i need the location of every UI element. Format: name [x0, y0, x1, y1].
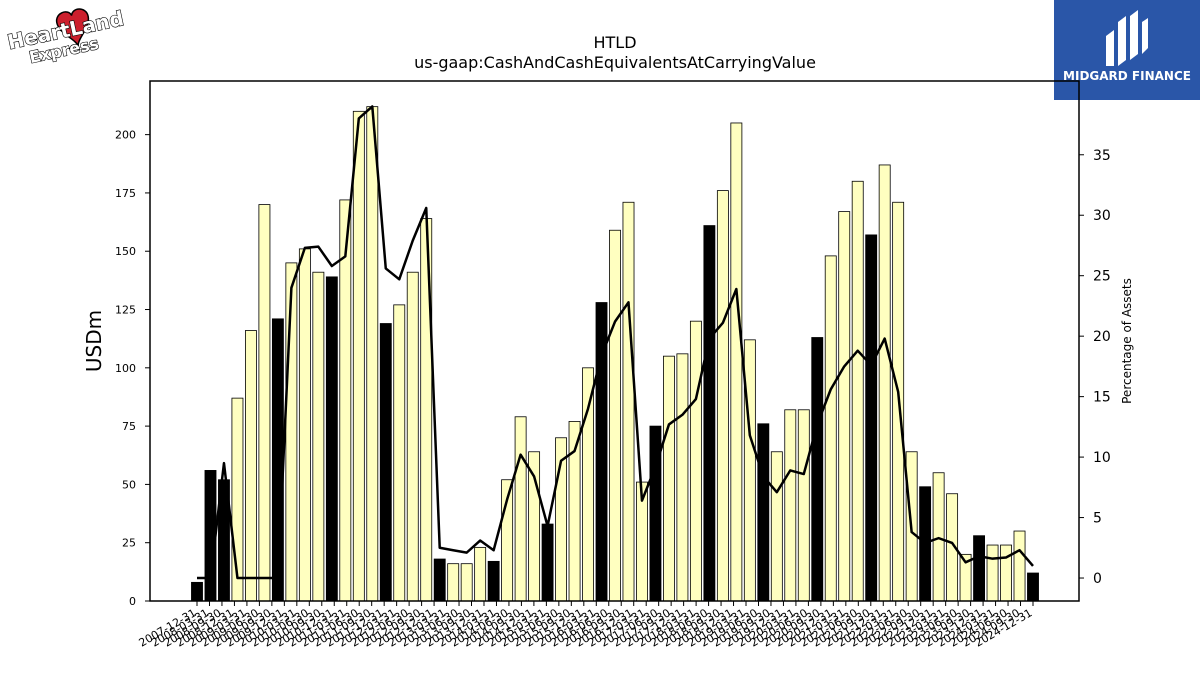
bar-5: [258, 204, 271, 602]
bar-39: [716, 190, 729, 602]
bar-26: [541, 523, 554, 602]
y2-tick-label-3: 15: [1093, 390, 1111, 406]
bar-43: [770, 451, 783, 602]
heartland-logo: HeartLand Express: [5, 5, 127, 67]
bar-32: [622, 201, 635, 602]
bar-61: [1013, 530, 1026, 602]
bar-24: [514, 416, 527, 602]
bar-42: [757, 423, 770, 602]
y-tick-label-6: 150: [115, 245, 136, 258]
bar-20: [460, 563, 473, 602]
bar-series: [191, 106, 1039, 602]
bar-12: [352, 110, 365, 602]
midgard-logo-text: MIDGARD FINANCE: [1063, 69, 1191, 83]
bar-44: [784, 409, 797, 602]
y2-tick-label-2: 10: [1093, 450, 1111, 466]
y2-axis: 0 5 10 15 20 25 30 35: [1079, 148, 1111, 587]
bar-37: [689, 320, 702, 602]
bar-36: [676, 353, 689, 602]
bar-41: [743, 339, 756, 602]
bar-18: [433, 558, 446, 602]
midgard-emblem-icon: [1106, 10, 1148, 66]
bar-10: [325, 276, 338, 602]
bar-22: [487, 560, 500, 602]
bar-4: [245, 330, 257, 602]
y-tick-label-3: 75: [122, 420, 136, 433]
y-tick-label-0: 0: [129, 595, 136, 608]
chart-title: HTLD: [593, 33, 636, 52]
bar-51: [878, 164, 891, 602]
y-tick-label-7: 175: [115, 187, 136, 200]
midgard-finance-logo: MIDGARD FINANCE: [1054, 0, 1200, 100]
bar-16: [406, 271, 419, 602]
y-axis-label: USDm: [82, 310, 106, 372]
bar-13: [366, 106, 379, 602]
bar-48: [838, 211, 851, 602]
bar-45: [797, 409, 810, 602]
bar-62: [1027, 572, 1039, 602]
bar-35: [663, 355, 675, 602]
bar-9: [312, 271, 325, 602]
bar-29: [582, 367, 594, 602]
plot-frame: [149, 80, 1080, 602]
y2-tick-label-7: 35: [1093, 148, 1111, 164]
bar-31: [609, 229, 621, 602]
bar-21: [474, 546, 487, 602]
bar-38: [703, 225, 716, 602]
bar-47: [824, 255, 837, 602]
bar-60: [1000, 544, 1012, 602]
x-axis: 2007-12-312008-03-312008-09-302008-12-31…: [137, 601, 1035, 650]
midgard-logo-background: [1054, 0, 1200, 100]
y2-axis-label: Percentage of Assets: [1120, 278, 1134, 404]
bar-49: [851, 180, 864, 602]
y2-tick-label-0: 0: [1093, 571, 1102, 587]
bar-58: [973, 535, 985, 602]
bar-0: [191, 581, 203, 602]
chart-subtitle: us-gaap:CashAndCashEquivalentsAtCarrying…: [414, 53, 816, 72]
y2-tick-label-6: 30: [1093, 208, 1111, 224]
bar-59: [986, 544, 999, 602]
y-tick-label-2: 50: [122, 478, 136, 491]
y-axis: 0 25 50 75 100 125 150 175 200: [115, 129, 150, 608]
y-tick-label-5: 125: [115, 304, 136, 317]
y2-tick-label-5: 25: [1093, 269, 1111, 285]
bar-8: [298, 248, 311, 602]
bar-46: [811, 337, 824, 602]
bar-19: [447, 563, 460, 602]
y-tick-label-1: 25: [122, 537, 136, 550]
line-series: [197, 105, 1034, 580]
bar-14: [379, 323, 392, 602]
y2-tick-label-1: 5: [1093, 511, 1102, 527]
y2-tick-label-4: 20: [1093, 329, 1111, 345]
y-tick-label-8: 200: [115, 129, 136, 142]
bar-40: [730, 122, 743, 602]
percentage-line: [197, 105, 1034, 580]
bar-15: [393, 304, 406, 602]
y-tick-label-4: 100: [115, 362, 136, 375]
bar-50: [865, 234, 878, 602]
